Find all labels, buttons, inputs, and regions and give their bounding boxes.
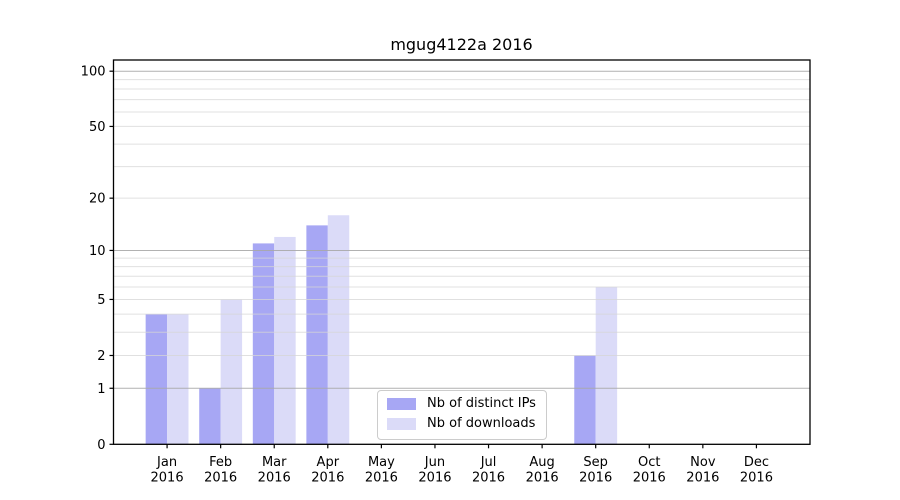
- bar-downloads-feb: [220, 299, 243, 445]
- x-tick-label-year: 2016: [365, 470, 398, 485]
- x-tick-label-year: 2016: [311, 470, 344, 485]
- x-tick-label-year: 2016: [633, 470, 666, 485]
- x-tick-label-year: 2016: [258, 470, 291, 485]
- bar-downloads-apr: [327, 215, 350, 445]
- y-tick-label: 1: [97, 382, 105, 397]
- x-tick-label-month: Oct: [638, 455, 660, 470]
- y-tick-label: 20: [89, 192, 106, 207]
- y-tick-label: 2: [97, 349, 105, 364]
- x-tick-label-year: 2016: [418, 470, 451, 485]
- legend-item-downloads: Nb of downloads: [387, 415, 536, 432]
- chart-title: mgug4122a 2016: [390, 35, 533, 54]
- y-tick-label: 50: [89, 120, 106, 135]
- legend-label-downloads: Nb of downloads: [427, 415, 536, 431]
- x-tick-label-year: 2016: [686, 470, 719, 485]
- x-tick-label-year: 2016: [204, 470, 237, 485]
- bar-distinct-ips-feb: [199, 388, 221, 445]
- legend-swatch-downloads: [387, 418, 416, 431]
- legend-swatch-distinct-ips: [387, 398, 416, 411]
- x-tick-label-month: Sep: [583, 455, 608, 470]
- legend-label-distinct-ips: Nb of distinct IPs: [427, 396, 536, 411]
- x-tick-label-month: Nov: [690, 455, 716, 470]
- y-tick-label: 100: [81, 65, 106, 80]
- x-tick-label-month: Jan: [156, 455, 177, 470]
- x-tick-label-month: May: [368, 455, 395, 470]
- x-tick-label-year: 2016: [151, 470, 184, 485]
- x-tick-label-year: 2016: [472, 470, 505, 485]
- x-tick-label-month: Jun: [424, 455, 445, 470]
- y-tick-label: 5: [97, 293, 105, 308]
- x-tick-label-year: 2016: [579, 470, 612, 485]
- bar-downloads-mar: [274, 236, 296, 445]
- legend-item-distinct-ips: Nb of distinct IPs: [387, 396, 536, 412]
- bar-downloads-jan: [167, 314, 189, 445]
- bar-downloads-sep: [595, 286, 618, 445]
- x-tick-label-month: Aug: [529, 455, 554, 470]
- legend: Nb of distinct IPs Nb of downloads: [377, 390, 547, 440]
- bar-distinct-ips-mar: [252, 243, 275, 445]
- x-tick-label-month: Dec: [744, 455, 769, 470]
- plot-frame: [112, 59, 811, 445]
- bar-distinct-ips-jan: [145, 314, 168, 445]
- bar-distinct-ips-apr: [306, 225, 328, 445]
- x-tick-label-year: 2016: [740, 470, 773, 485]
- y-tick-label: 0: [97, 438, 105, 453]
- x-tick-label-month: Apr: [317, 455, 340, 470]
- x-tick-label-month: Mar: [262, 455, 287, 470]
- x-tick-label-month: Feb: [209, 455, 232, 470]
- x-tick-label-year: 2016: [526, 470, 559, 485]
- x-tick-label-month: Jul: [480, 455, 497, 470]
- y-tick-label: 10: [89, 244, 106, 259]
- bar-distinct-ips-sep: [574, 355, 596, 445]
